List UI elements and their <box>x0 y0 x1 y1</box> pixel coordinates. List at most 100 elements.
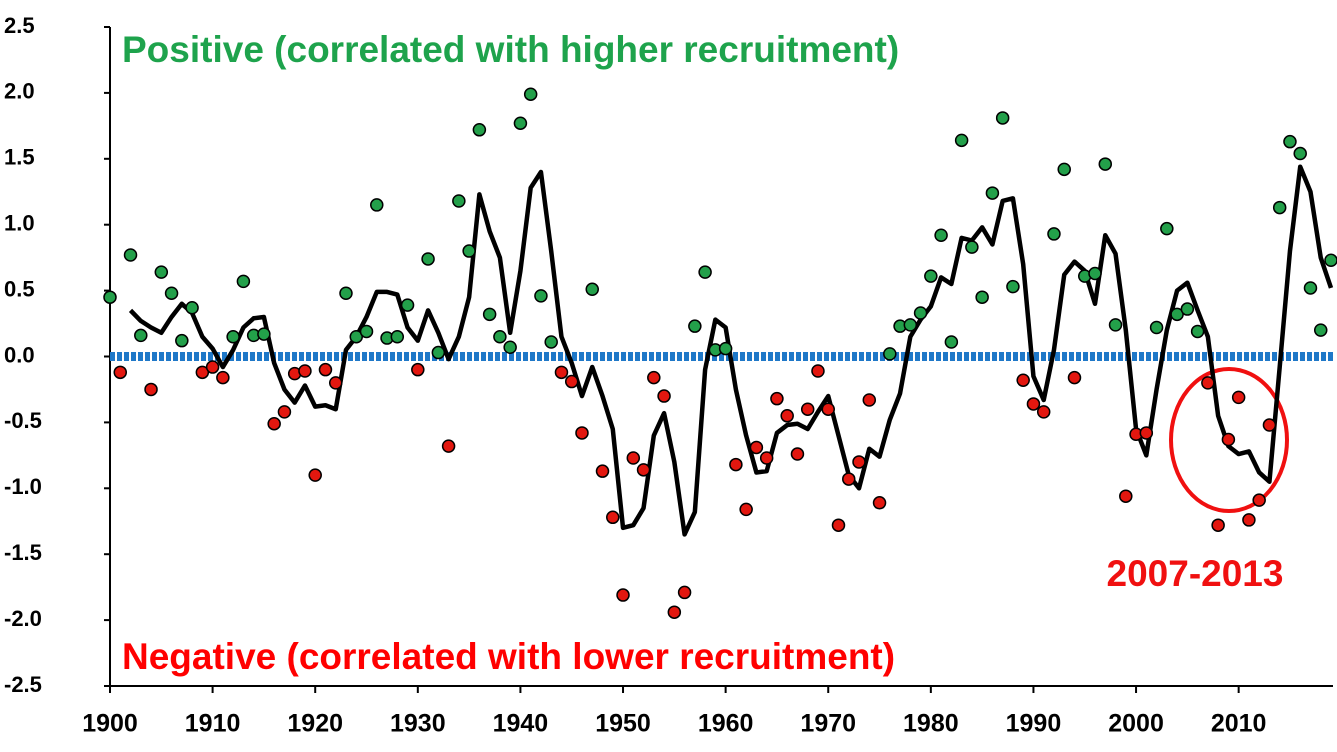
x-tick-label: 2000 <box>1108 710 1164 738</box>
data-point <box>452 194 466 208</box>
data-point <box>718 341 733 356</box>
smoothed-line <box>128 164 1334 537</box>
data-point <box>944 335 959 349</box>
data-point <box>123 248 138 262</box>
data-point <box>1211 518 1225 532</box>
x-tick-label: 1940 <box>493 710 549 738</box>
data-point <box>236 274 251 289</box>
data-point <box>811 364 825 378</box>
data-point <box>175 333 189 348</box>
data-point <box>924 269 938 283</box>
data-point <box>411 362 425 377</box>
y-tick-label: -1.0 <box>4 474 42 499</box>
data-point <box>770 391 784 406</box>
highlight-ellipse <box>1169 367 1289 513</box>
y-tick-label: -2.0 <box>4 606 42 631</box>
data-point <box>257 327 271 341</box>
data-point <box>790 447 805 461</box>
data-point <box>1262 418 1277 432</box>
data-point <box>1283 134 1297 149</box>
data-point <box>1098 157 1113 171</box>
data-point <box>739 502 753 517</box>
data-point <box>534 289 548 303</box>
data-point <box>657 389 671 403</box>
data-point <box>1272 200 1287 215</box>
data-point <box>759 451 774 465</box>
data-point <box>421 252 435 266</box>
data-point <box>1180 302 1195 316</box>
x-tick-label: 1990 <box>1006 710 1062 738</box>
data-point <box>216 370 230 385</box>
x-tick-label: 1920 <box>287 710 343 738</box>
data-point <box>226 329 240 344</box>
data-point <box>441 439 456 453</box>
x-tick-label: 1930 <box>390 710 446 738</box>
y-tick-label: -1.5 <box>4 540 42 565</box>
data-point <box>1231 390 1246 405</box>
data-point <box>1313 323 1328 337</box>
data-point <box>1016 373 1030 387</box>
data-point <box>749 440 764 455</box>
data-point <box>472 123 487 137</box>
data-point <box>585 282 599 297</box>
y-tick-label: 2.5 <box>4 13 35 38</box>
data-point <box>831 518 846 532</box>
data-point <box>1006 279 1020 294</box>
data-point <box>729 457 743 472</box>
y-tick-label: 1.0 <box>4 211 35 236</box>
data-point <box>164 286 179 300</box>
data-point <box>185 300 199 315</box>
data-point <box>144 382 158 397</box>
data-point <box>1242 513 1256 527</box>
data-point <box>1149 320 1164 335</box>
data-point <box>985 186 1000 200</box>
x-tick-label: 1980 <box>903 710 959 738</box>
y-tick-label: -2.5 <box>4 672 42 697</box>
data-point <box>595 464 610 478</box>
data-point <box>698 265 712 279</box>
data-point <box>328 376 343 390</box>
data-point <box>934 228 948 242</box>
data-point <box>1324 253 1337 268</box>
positive-annotation: Positive (correlated with higher recruit… <box>122 29 899 70</box>
x-tick-label: 1970 <box>800 710 856 738</box>
data-point <box>205 360 220 374</box>
data-point <box>688 319 702 333</box>
data-point <box>359 324 374 339</box>
data-point <box>1108 318 1123 332</box>
data-point <box>544 335 558 349</box>
data-point <box>842 472 856 486</box>
data-point <box>800 402 815 416</box>
y-tick-label: 1.5 <box>4 145 35 170</box>
data-point <box>1047 227 1061 241</box>
data-point <box>277 405 292 419</box>
data-point <box>1139 426 1154 440</box>
data-point <box>1160 221 1174 236</box>
data-point <box>513 116 528 130</box>
data-point <box>647 370 661 385</box>
data-point <box>113 365 128 380</box>
data-point <box>370 198 384 212</box>
data-point <box>349 329 364 344</box>
data-point <box>318 362 333 377</box>
y-tick-label: -0.5 <box>4 408 42 433</box>
data-point <box>616 588 630 602</box>
data-point <box>482 307 497 322</box>
x-tick-label: 1900 <box>82 710 138 738</box>
data-point <box>1026 397 1041 411</box>
data-point <box>195 365 210 380</box>
data-point <box>995 111 1010 125</box>
data-point <box>954 133 969 148</box>
data-point <box>134 328 148 343</box>
data-point <box>390 329 405 344</box>
highlight-annotation: 2007-2013 <box>1107 553 1284 594</box>
data-point <box>154 265 169 279</box>
data-point <box>298 364 312 378</box>
data-point <box>564 374 579 389</box>
data-point <box>431 345 446 360</box>
data-point <box>493 329 507 344</box>
data-point <box>1190 324 1205 339</box>
data-point <box>903 318 918 332</box>
y-tick-label: 0.0 <box>4 342 35 367</box>
